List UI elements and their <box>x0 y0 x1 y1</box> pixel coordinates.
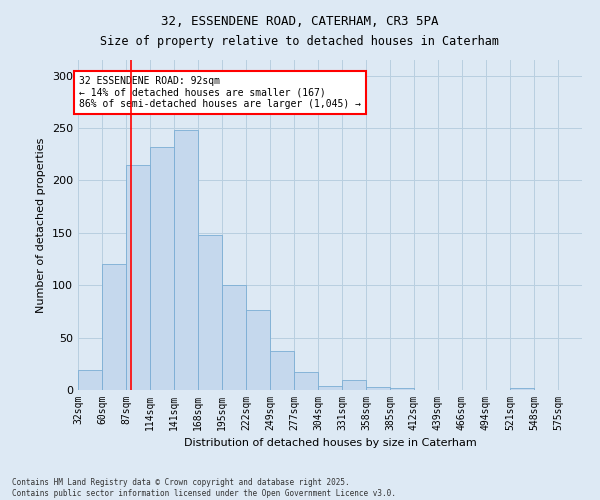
Text: Contains HM Land Registry data © Crown copyright and database right 2025.
Contai: Contains HM Land Registry data © Crown c… <box>12 478 396 498</box>
Bar <box>342 380 366 390</box>
Bar <box>510 388 534 390</box>
Bar <box>174 130 198 390</box>
Text: 32, ESSENDENE ROAD, CATERHAM, CR3 5PA: 32, ESSENDENE ROAD, CATERHAM, CR3 5PA <box>161 15 439 28</box>
Bar <box>198 235 222 390</box>
Bar <box>294 372 318 390</box>
Bar <box>78 370 102 390</box>
Y-axis label: Number of detached properties: Number of detached properties <box>37 138 46 312</box>
Bar <box>102 264 126 390</box>
Bar <box>270 351 294 390</box>
Bar <box>318 386 342 390</box>
X-axis label: Distribution of detached houses by size in Caterham: Distribution of detached houses by size … <box>184 438 476 448</box>
Bar <box>390 388 414 390</box>
Text: Size of property relative to detached houses in Caterham: Size of property relative to detached ho… <box>101 35 499 48</box>
Bar <box>366 387 390 390</box>
Bar <box>222 285 246 390</box>
Bar <box>150 147 174 390</box>
Bar <box>246 310 270 390</box>
Text: 32 ESSENDENE ROAD: 92sqm
← 14% of detached houses are smaller (167)
86% of semi-: 32 ESSENDENE ROAD: 92sqm ← 14% of detach… <box>79 76 361 109</box>
Bar <box>126 165 150 390</box>
